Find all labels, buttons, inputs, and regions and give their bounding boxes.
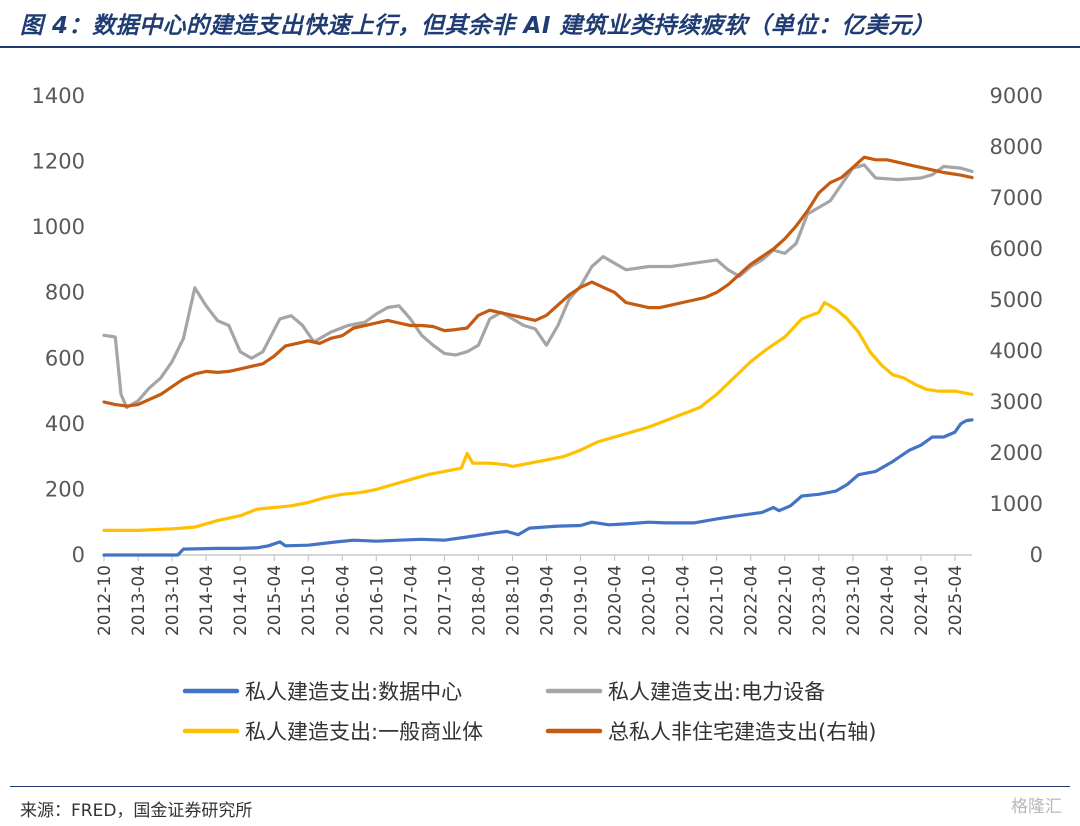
x-tick-label: 2024-10 xyxy=(912,565,932,636)
y-right-tick-label: 4000 xyxy=(990,339,1043,363)
x-tick-label: 2019-04 xyxy=(538,565,558,636)
x-tick-label: 2015-04 xyxy=(265,565,285,636)
title-underline xyxy=(0,46,1080,48)
footer-divider xyxy=(10,786,1070,787)
chart-title: 图 4：数据中心的建造支出快速上行，但其余非 AI 建筑业类持续疲软（单位：亿美… xyxy=(20,13,936,39)
x-tick-label: 2016-10 xyxy=(367,565,387,636)
x-tick-label: 2025-04 xyxy=(946,565,966,636)
y-right-tick-label: 5000 xyxy=(990,288,1043,312)
y-left-tick-label: 1400 xyxy=(32,84,85,108)
x-tick-label: 2014-04 xyxy=(197,565,217,636)
x-tick-label: 2018-04 xyxy=(469,565,489,636)
chart-axes: 0 200 400 600 800 1000 1200 1400 0 1000 2000 3000 40… xyxy=(32,84,1043,636)
legend-label-4: 总私人非住宅建造支出(右轴) xyxy=(608,720,876,744)
x-tick-label: 2020-10 xyxy=(640,565,660,636)
y-right-tick-label: 8000 xyxy=(990,135,1043,159)
x-tick-label: 2015-10 xyxy=(299,565,319,636)
y-left-tick-label: 800 xyxy=(45,281,85,305)
y-left-tick-label: 200 xyxy=(45,477,85,501)
x-tick-label: 2019-10 xyxy=(572,565,592,636)
y-left-tick-label: 400 xyxy=(45,412,85,436)
x-tick-label: 2012-10 xyxy=(95,565,115,636)
source-note: 来源：FRED，国金证券研究所 xyxy=(20,801,253,821)
legend-label-3: 私人建造支出:一般商业体 xyxy=(245,720,483,744)
y-right-tick-label: 9000 xyxy=(990,84,1043,108)
y-right-tick-label: 6000 xyxy=(990,237,1043,261)
y-right-tick-label: 7000 xyxy=(990,186,1043,210)
x-tick-label: 2014-10 xyxy=(231,565,251,636)
y-left-tick-label: 600 xyxy=(45,346,85,370)
x-tick-label: 2017-04 xyxy=(401,565,421,636)
series-line-3 xyxy=(102,300,974,532)
x-tick-label: 2020-04 xyxy=(606,565,626,636)
y-left-tick-label: 1200 xyxy=(32,150,85,174)
x-tick-label: 2022-04 xyxy=(742,565,762,636)
y-right-tick-label: 0 xyxy=(1030,543,1043,567)
y-right-tick-label: 2000 xyxy=(990,441,1043,465)
watermark-logo: 格隆汇 xyxy=(1011,797,1062,817)
x-tick-label: 2022-10 xyxy=(776,565,796,636)
x-tick-label: 2023-10 xyxy=(844,565,864,636)
x-tick-label: 2013-10 xyxy=(163,565,183,636)
title-bar: 图 4：数据中心的建造支出快速上行，但其余非 AI 建筑业类持续疲软（单位：亿美… xyxy=(0,0,1080,48)
x-tick-label: 2016-04 xyxy=(333,565,353,636)
y-left-tick-label: 1000 xyxy=(32,215,85,239)
line-chart: 0 200 400 600 800 1000 1200 1400 0 1000 2000 3000 40… xyxy=(32,84,1043,744)
x-tick-label: 2023-04 xyxy=(810,565,830,636)
legend-label-1: 私人建造支出:数据中心 xyxy=(245,680,462,704)
y-left-tick-label: 0 xyxy=(72,543,85,567)
legend-label-2: 私人建造支出:电力设备 xyxy=(608,680,825,704)
y-right-tick-label: 1000 xyxy=(990,492,1043,516)
x-tick-label: 2017-10 xyxy=(435,565,455,636)
x-tick-label: 2024-04 xyxy=(878,565,898,636)
y-right-tick-label: 3000 xyxy=(990,390,1043,414)
series-line-4 xyxy=(102,155,974,408)
x-tick-label: 2021-10 xyxy=(708,565,728,636)
chart-series-lines xyxy=(102,155,974,557)
series-line-1 xyxy=(102,418,974,557)
x-tick-label: 2013-04 xyxy=(129,565,149,636)
x-tick-label: 2018-10 xyxy=(503,565,523,636)
x-tick-label: 2021-04 xyxy=(674,565,694,636)
